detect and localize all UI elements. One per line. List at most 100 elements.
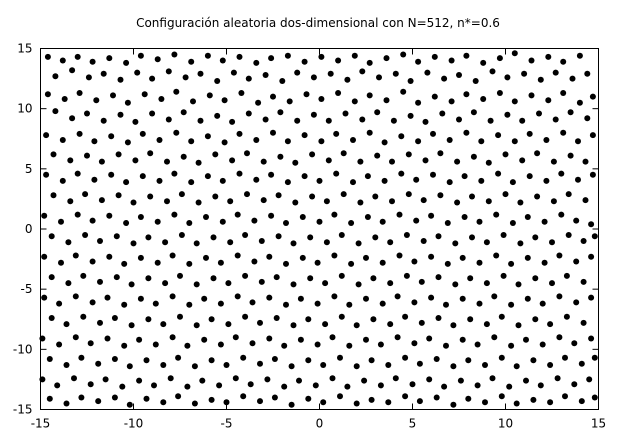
- data-point: [390, 117, 397, 124]
- data-point: [400, 88, 407, 95]
- data-point: [508, 342, 515, 349]
- data-point: [284, 138, 291, 145]
- data-point: [191, 363, 198, 370]
- data-point: [136, 377, 143, 384]
- data-point: [407, 78, 414, 84]
- data-point: [534, 193, 541, 200]
- data-point: [63, 400, 70, 407]
- data-point: [123, 220, 130, 226]
- data-point: [236, 130, 243, 137]
- data-point: [206, 92, 213, 99]
- data-point: [437, 150, 444, 157]
- data-point: [333, 130, 340, 137]
- data-point: [528, 57, 535, 64]
- data-point: [379, 300, 386, 307]
- data-point: [318, 96, 325, 102]
- data-point: [72, 334, 79, 341]
- data-point: [303, 91, 310, 98]
- data-point: [273, 315, 280, 321]
- data-point: [509, 220, 516, 226]
- data-point: [214, 112, 221, 119]
- data-point: [402, 393, 409, 400]
- data-point: [539, 300, 546, 307]
- data-point: [545, 53, 552, 60]
- data-point: [335, 57, 342, 64]
- data-point: [470, 109, 477, 116]
- data-point: [76, 130, 83, 137]
- data-point: [143, 357, 150, 364]
- data-point: [353, 322, 360, 329]
- data-point: [539, 341, 546, 348]
- data-point: [316, 177, 323, 184]
- data-point: [348, 260, 355, 267]
- data-point: [195, 159, 202, 166]
- data-point: [102, 376, 109, 383]
- data-point: [418, 319, 425, 326]
- data-point: [558, 211, 565, 218]
- data-point: [480, 96, 487, 102]
- data-point: [364, 173, 371, 180]
- data-point: [489, 68, 496, 75]
- data-point: [377, 382, 384, 389]
- data-point: [229, 157, 236, 164]
- data-point: [219, 218, 226, 225]
- data-point: [258, 238, 265, 244]
- data-point: [173, 129, 180, 136]
- data-point: [208, 316, 215, 323]
- data-point: [521, 70, 528, 77]
- data-point: [106, 253, 113, 260]
- data-point: [569, 75, 576, 82]
- data-point: [435, 274, 442, 281]
- data-point: [236, 170, 243, 177]
- data-point: [216, 382, 223, 389]
- data-point: [180, 109, 187, 116]
- data-point: [502, 191, 509, 198]
- data-point: [309, 193, 316, 200]
- data-point: [152, 300, 159, 307]
- data-point: [573, 299, 580, 306]
- data-point: [457, 377, 464, 384]
- data-point: [283, 301, 289, 308]
- data-point: [119, 383, 126, 390]
- data-point: [366, 129, 373, 136]
- data-point: [508, 260, 515, 267]
- data-point: [260, 197, 267, 204]
- data-point: [565, 191, 572, 198]
- data-point: [396, 252, 403, 259]
- data-point: [98, 158, 105, 165]
- data-point: [46, 395, 53, 402]
- data-point: [493, 252, 500, 259]
- data-point: [147, 193, 154, 200]
- data-point: [325, 117, 332, 124]
- data-point: [297, 295, 304, 302]
- x-tick-label: -10: [124, 417, 144, 431]
- data-point: [67, 198, 74, 205]
- data-point: [441, 383, 448, 390]
- data-point: [331, 293, 338, 300]
- data-point: [154, 56, 161, 63]
- data-point: [54, 382, 61, 389]
- data-point: [255, 99, 262, 106]
- data-point: [355, 281, 362, 288]
- data-point: [346, 342, 353, 349]
- data-point: [562, 354, 568, 361]
- data-point: [65, 239, 72, 246]
- data-point: [164, 158, 170, 165]
- data-point: [152, 341, 159, 348]
- data-point: [320, 399, 327, 406]
- data-point: [582, 158, 589, 165]
- data-point: [524, 214, 531, 220]
- data-point: [363, 254, 369, 261]
- data-point: [377, 341, 384, 348]
- data-point: [571, 381, 578, 388]
- data-point: [208, 357, 215, 364]
- data-point: [186, 220, 193, 226]
- data-point: [560, 58, 567, 65]
- data-point: [123, 59, 130, 66]
- data-point: [63, 321, 70, 328]
- data-point: [214, 78, 221, 84]
- data-point: [210, 234, 217, 241]
- data-point: [59, 57, 66, 64]
- data-point: [145, 234, 152, 241]
- data-point: [448, 57, 455, 64]
